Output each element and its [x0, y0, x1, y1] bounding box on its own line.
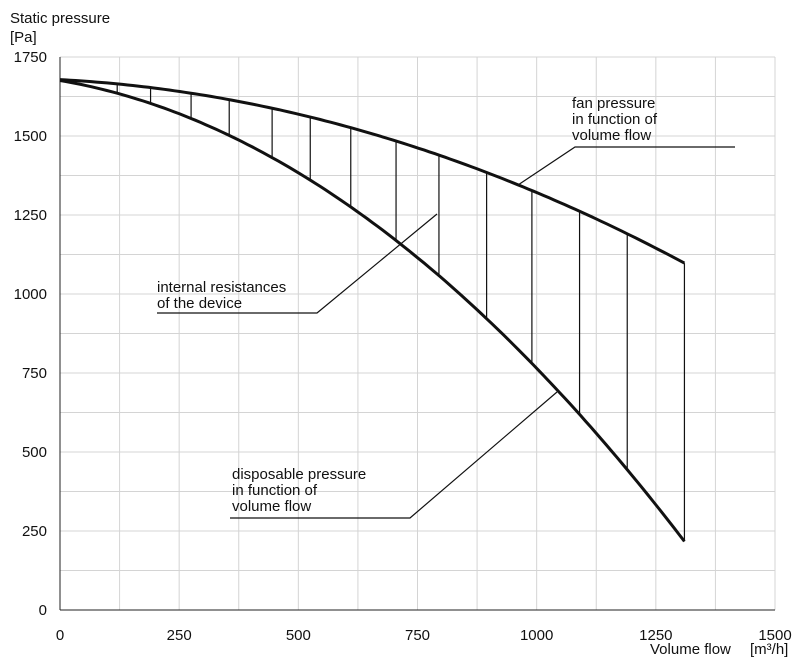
grid-layer: [59, 56, 776, 611]
fan-pressure-label: fan pressure: [572, 95, 655, 112]
disposable-pressure-label: volume flow: [232, 498, 311, 515]
y-tick-label: 250: [22, 523, 47, 540]
x-tick-label: 1000: [520, 627, 553, 644]
curve-layer: [59, 78, 686, 543]
y-tick-label: 1000: [14, 286, 47, 303]
fan-pressure-label: volume flow: [572, 127, 651, 144]
disposable-pressure-label: disposable pressure: [232, 466, 366, 483]
y-axis-unit: [Pa]: [10, 29, 37, 46]
axis-layer: 0 250 500 750 1000 1250 1500 0 250 500 750 1000 1250…: [14, 49, 792, 644]
x-tick-label: 500: [286, 627, 311, 644]
x-tick-label: 1250: [639, 627, 672, 644]
x-tick-label: 750: [405, 627, 430, 644]
disposable-pressure-label: in function of: [232, 482, 318, 499]
y-tick-label: 1500: [14, 128, 47, 145]
internal-resistance-leader: [157, 213, 438, 314]
y-axis-title: Static pressure: [10, 10, 110, 27]
fan-pressure-label: in function of: [572, 111, 658, 128]
y-tick-label: 0: [39, 602, 47, 619]
x-tick-label: 0: [56, 627, 64, 644]
disposable-pressure-leader: [230, 391, 558, 519]
x-axis-title: Volume flow: [650, 641, 731, 657]
x-tick-label: 250: [167, 627, 192, 644]
fan-pressure-curve: [59, 78, 686, 265]
internal-resistance-label: internal resistances: [157, 279, 286, 296]
x-tick-label: 1500: [758, 627, 791, 644]
hatch-layer: [116, 83, 686, 542]
y-tick-label: 1750: [14, 49, 47, 66]
fan-pressure-leader: [517, 146, 735, 186]
leader-layer: [157, 146, 735, 519]
disposable-pressure-curve: [59, 79, 686, 543]
y-tick-label: 750: [22, 365, 47, 382]
y-tick-label: 500: [22, 444, 47, 461]
internal-resistance-label: of the device: [157, 295, 242, 312]
x-axis-unit: [m³/h]: [750, 641, 788, 657]
y-tick-label: 1250: [14, 207, 47, 224]
